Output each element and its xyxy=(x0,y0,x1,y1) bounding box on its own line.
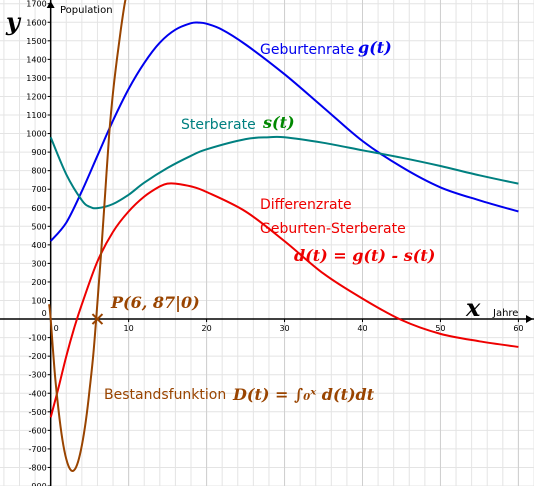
y-tick-label: 600 xyxy=(31,204,46,213)
y-tick-label: -200 xyxy=(29,352,47,361)
y-tick-label: -800 xyxy=(29,463,47,472)
y-tick-label: 1000 xyxy=(26,130,46,139)
y-tick-label: 100 xyxy=(31,297,46,306)
series-layer xyxy=(48,0,519,472)
y-tick-label: 1600 xyxy=(26,18,46,27)
formula-bestandsfunktion: D(t) = ∫₀ˣ d(t)dt xyxy=(232,385,375,404)
y-tick-label: 900 xyxy=(31,148,46,157)
x-axis-label: Jahre xyxy=(492,308,518,319)
y-axis-label: Population xyxy=(60,5,113,16)
formula-sterberate: s(t) xyxy=(262,113,295,132)
y-tick-label: -600 xyxy=(29,426,47,435)
y-axis-symbol: y xyxy=(5,7,22,36)
label-differenzrate-sub: Geburten-Sterberate xyxy=(260,221,406,237)
y-tick-label: 1300 xyxy=(26,74,46,83)
y-tick-label: -300 xyxy=(29,371,47,380)
y-axis-arrow xyxy=(46,1,55,8)
series-line-sterberate xyxy=(49,135,519,210)
x-tick-label: 50 xyxy=(435,324,445,333)
y-tick-label: 1200 xyxy=(26,92,46,101)
x-tick-label: 60 xyxy=(513,324,523,333)
y-tick-label: 200 xyxy=(31,278,46,287)
x-tick-label: 20 xyxy=(201,324,211,333)
formula-geburtenrate: g(t) xyxy=(358,38,392,57)
y-tick-label: -100 xyxy=(29,334,47,343)
y-tick-label: 700 xyxy=(31,185,46,194)
x-tick-label: 10 xyxy=(124,324,134,333)
label-differenzrate: Differenzrate xyxy=(260,197,352,213)
series-line-differenzrate xyxy=(49,182,519,418)
y-tick-label: 1100 xyxy=(26,111,46,120)
x-tick-label: 30 xyxy=(279,324,289,333)
annotation-point-marker xyxy=(91,313,104,325)
y-tick-label: 1700 xyxy=(26,0,46,9)
x-axis-arrow xyxy=(526,315,533,324)
y-tick-label: 800 xyxy=(31,167,46,176)
annotation-layer xyxy=(91,313,104,325)
y-tick-label: -900 xyxy=(29,482,47,486)
annotation-point-label: P(6, 87|0) xyxy=(110,293,200,312)
y-tick-label: 500 xyxy=(31,222,46,231)
y-tick-label: 300 xyxy=(31,259,46,268)
label-geburtenrate: Geburtenrate xyxy=(260,42,354,58)
geburtenrate-name: Geburtenrate xyxy=(260,42,354,58)
x-tick-label: 0 xyxy=(54,324,59,333)
formula-differenzrate: d(t) = g(t) - s(t) xyxy=(294,246,435,265)
x-axis-symbol: x xyxy=(465,293,481,322)
series-line-geburtenrate xyxy=(49,21,519,242)
y-tick-label: 1500 xyxy=(26,37,46,46)
label-sterberate: Sterberate xyxy=(181,117,256,133)
series-line-bestandsfunktion xyxy=(48,0,127,472)
y-tick-label: -500 xyxy=(29,408,47,417)
y-tick-label: 400 xyxy=(31,241,46,250)
y-tick-label: 1400 xyxy=(26,55,46,64)
y-tick-label: 0 xyxy=(42,309,47,318)
label-bestandsfunktion: Bestandsfunktion xyxy=(104,387,226,403)
x-tick-label: 40 xyxy=(357,324,367,333)
y-tick-label: -400 xyxy=(29,389,47,398)
y-tick-label: -700 xyxy=(29,445,47,454)
